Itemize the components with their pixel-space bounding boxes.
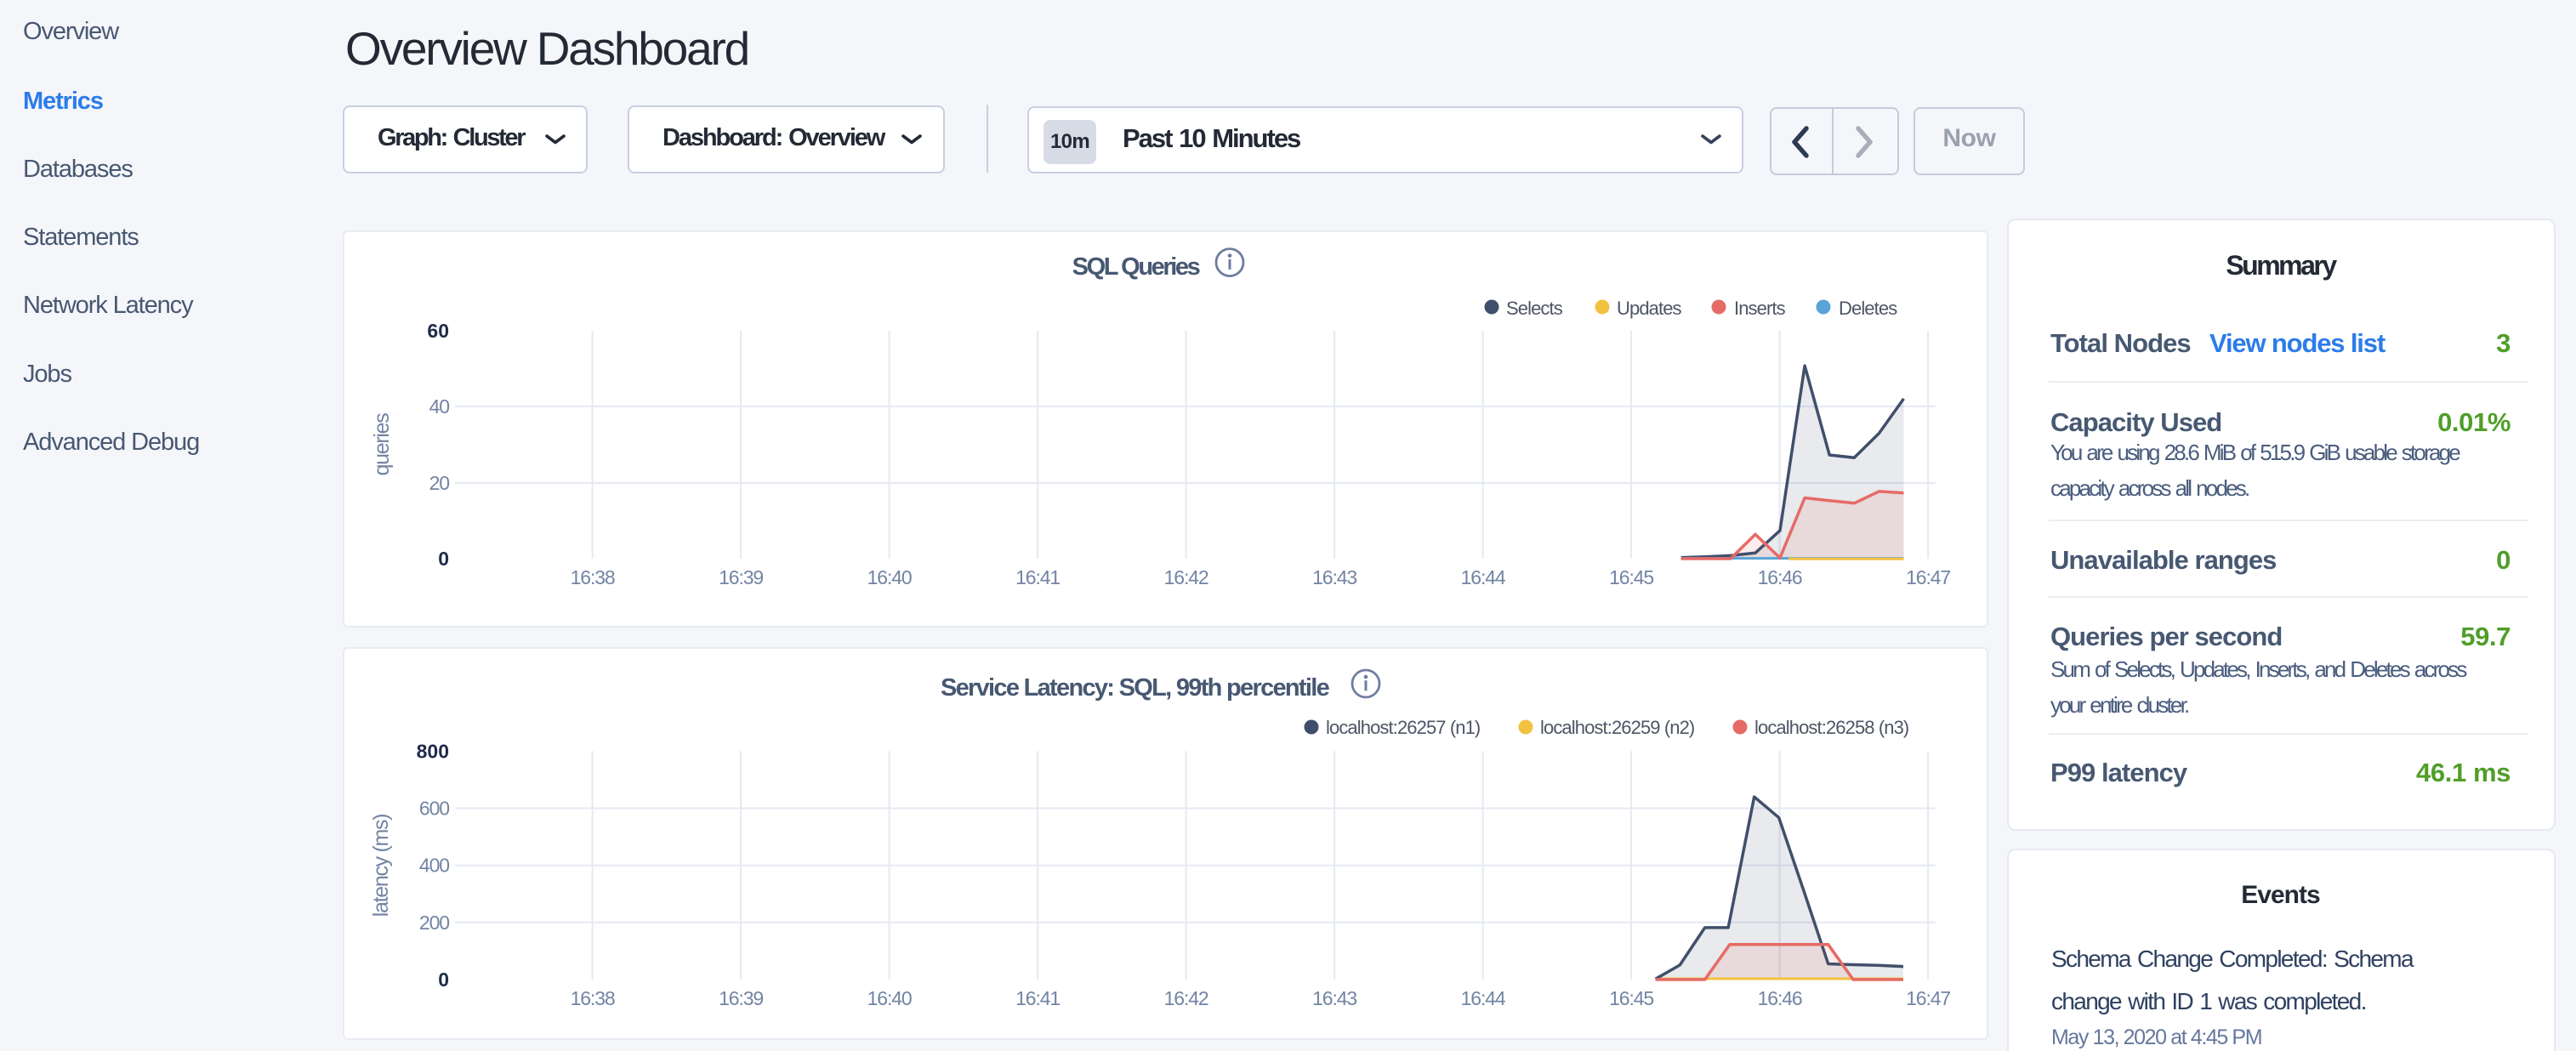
svg-text:16:38: 16:38 — [571, 566, 615, 588]
svg-text:queries: queries — [370, 413, 394, 476]
svg-text:16:43: 16:43 — [1312, 566, 1356, 588]
svg-text:0: 0 — [438, 548, 449, 570]
svg-text:localhost:26257 (n1): localhost:26257 (n1) — [1326, 717, 1480, 738]
svg-text:16:46: 16:46 — [1758, 566, 1802, 588]
svg-text:20: 20 — [429, 472, 450, 494]
svg-text:16:39: 16:39 — [719, 566, 763, 588]
svg-text:Selects: Selects — [1506, 298, 1563, 319]
svg-text:16:41: 16:41 — [1015, 987, 1060, 1009]
svg-text:16:42: 16:42 — [1164, 987, 1208, 1009]
svg-text:latency (ms): latency (ms) — [369, 815, 393, 917]
svg-text:16:47: 16:47 — [1906, 987, 1950, 1009]
svg-text:16:43: 16:43 — [1312, 987, 1356, 1009]
svg-text:0: 0 — [438, 969, 449, 991]
svg-text:600: 600 — [419, 798, 449, 820]
svg-text:16:42: 16:42 — [1164, 566, 1208, 588]
svg-text:40: 40 — [429, 395, 450, 418]
svg-text:16:44: 16:44 — [1461, 987, 1506, 1009]
svg-text:16:44: 16:44 — [1461, 566, 1506, 588]
svg-text:16:41: 16:41 — [1015, 566, 1060, 588]
svg-text:400: 400 — [419, 855, 449, 877]
svg-text:Deletes: Deletes — [1839, 298, 1897, 319]
svg-text:16:39: 16:39 — [719, 987, 763, 1009]
svg-text:localhost:26258 (n3): localhost:26258 (n3) — [1754, 717, 1908, 738]
svg-text:16:45: 16:45 — [1609, 987, 1653, 1009]
svg-text:16:45: 16:45 — [1609, 566, 1653, 588]
svg-text:60: 60 — [427, 320, 449, 342]
svg-text:16:46: 16:46 — [1758, 987, 1802, 1009]
svg-text:Service Latency: SQL, 99th per: Service Latency: SQL, 99th percentile — [941, 674, 1330, 702]
svg-text:16:40: 16:40 — [867, 987, 912, 1009]
svg-text:Inserts: Inserts — [1734, 298, 1786, 319]
svg-text:SQL Queries: SQL Queries — [1072, 253, 1200, 281]
svg-text:16:40: 16:40 — [867, 566, 912, 588]
svg-text:localhost:26259 (n2): localhost:26259 (n2) — [1540, 717, 1694, 738]
svg-text:Updates: Updates — [1617, 298, 1682, 319]
svg-text:800: 800 — [417, 740, 449, 762]
svg-text:16:38: 16:38 — [571, 987, 615, 1009]
svg-text:200: 200 — [419, 912, 449, 934]
svg-text:16:47: 16:47 — [1906, 566, 1950, 588]
